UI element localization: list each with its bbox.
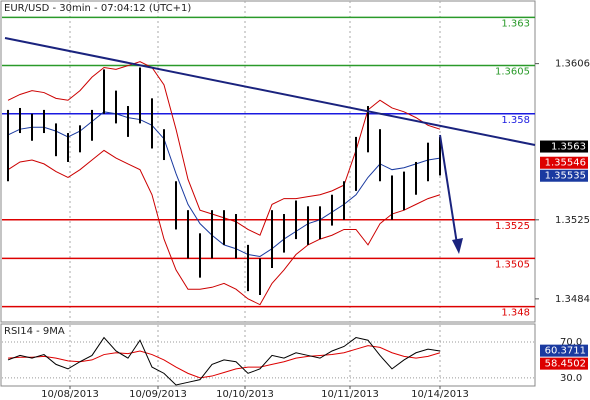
rsi-title: RSI14 - 9MA	[4, 326, 65, 337]
level-label: 1.363	[501, 18, 530, 29]
price-tag	[540, 357, 588, 370]
price-tag-label: 1.35535	[545, 171, 586, 182]
price-tag	[540, 156, 588, 169]
forecast-arrowhead	[452, 238, 463, 254]
x-tick-label: 10/14/2013	[411, 389, 469, 400]
price-tag	[540, 140, 588, 153]
price-tag	[540, 344, 588, 357]
price-tag-label: 58.4502	[545, 359, 586, 370]
x-tick-label: 10/09/2013	[129, 389, 187, 400]
x-tick-label: 10/11/2013	[321, 389, 379, 400]
y-tick-label: 1.3606	[555, 59, 590, 70]
forecast-arrow	[439, 134, 458, 245]
price-tag-label: 1.35546	[545, 158, 586, 169]
level-label: 1.348	[501, 308, 530, 319]
level-label: 1.3505	[495, 259, 530, 270]
price-tag-label: 1.3563	[551, 142, 586, 153]
x-tick-label: 10/10/2013	[216, 389, 274, 400]
price-tag-label: 60.3711	[545, 346, 586, 357]
level-label: 1.358	[501, 115, 530, 126]
y-tick-label: 30.0	[560, 373, 582, 384]
rsi-panel-frame	[0, 323, 536, 387]
trend-line	[4, 37, 536, 146]
y-tick-label: 70.0	[560, 337, 582, 348]
rsi-line	[7, 336, 441, 386]
level-label: 1.3525	[495, 221, 530, 232]
x-tick-label: 10/08/2013	[41, 389, 99, 400]
y-tick-label: 1.3525	[555, 215, 590, 226]
level-label: 1.3605	[495, 67, 530, 78]
chart-title: EUR/USD - 30min - 07:04:12 (UTC+1)	[4, 3, 191, 14]
bollinger-lower	[7, 149, 441, 306]
price-tag	[540, 169, 588, 182]
y-tick-label: 1.3484	[555, 294, 590, 305]
price-panel-frame	[0, 0, 536, 323]
